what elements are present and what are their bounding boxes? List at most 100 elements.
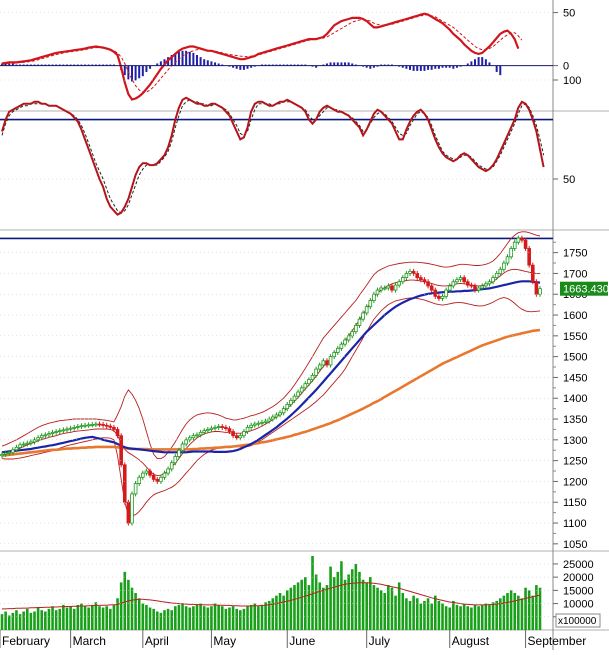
volume-bar [170,610,174,630]
candle-body [429,285,434,291]
volume-bar [116,598,119,630]
candle-body [296,391,300,397]
bollinger-lower-band [1,297,541,517]
volume-bar [40,610,44,630]
candle-body [72,426,77,429]
volume-bar [112,604,116,630]
candle-body [7,451,12,454]
volume-bar [397,582,401,630]
volume-bar [267,600,271,630]
candle-body [36,437,40,441]
candle-body [335,347,340,353]
volume-bar [235,608,238,630]
candle-body [289,399,293,405]
candle-body [206,429,210,432]
volume-bar [401,593,405,630]
volume-bar [249,604,253,630]
candle-body [307,379,311,385]
candle-body [104,424,109,427]
volume-bar [271,598,275,630]
volume-bar [217,604,220,630]
candle-body [216,426,221,428]
month-axis: February March April May June July August Septe… [0,630,586,648]
volume-bar [354,563,358,630]
volume-bar [51,606,54,630]
y-tick-label: 1450 [563,372,587,384]
volume-bar [159,612,163,630]
volume-bar [441,603,444,630]
volume-bar [4,611,7,630]
volume-bar [224,608,228,630]
candle-body [39,435,44,439]
volume-bar [18,614,22,630]
candle-body [137,476,142,484]
volume-bar [535,585,538,630]
candle-body [187,437,192,441]
y-tick-label: 50 [563,8,575,20]
candle-body [54,431,58,433]
candle-body [271,416,275,420]
volume-bar [455,604,459,630]
volume-bar [76,604,80,630]
candle-body [184,439,188,445]
y-tick-label: 1750 [563,248,587,260]
ma50-line [1,280,541,454]
month-label: June [289,634,315,648]
volume-bar [358,571,361,630]
rsi-line [1,96,545,216]
volume-bar [155,611,159,630]
last-price-value: 1663.430 [563,284,609,296]
volume-bar [480,604,484,630]
candle-body [198,431,203,436]
candle-body [321,360,326,366]
volume-bar [325,585,329,630]
volume-bar [318,582,322,630]
volume-bar [90,604,94,630]
candle-body [57,430,62,433]
candle-body [162,472,167,478]
volume-bar [206,607,210,630]
volume-bar [44,611,47,630]
volume-bar [33,611,36,630]
volume-bar [109,608,112,630]
rsi-signal-line [1,99,545,214]
candle-body [148,470,152,476]
candle-body [130,493,134,524]
candle-body [473,285,477,291]
candle-body [375,289,380,295]
candle-body [220,426,225,428]
volume-bars [0,556,542,630]
volume-bar [177,604,181,630]
volume-bar [58,608,62,630]
volume-bar [25,608,29,630]
y-tick-label: 20000 [563,572,594,584]
candle-body [249,424,253,428]
volume-bar [470,607,473,630]
y-tick-label: 1300 [563,435,587,447]
candle-body [166,468,170,474]
volume-multiplier-label: x100000 [558,616,597,627]
y-tick-label: 50 [563,174,575,186]
candle-body [144,470,149,474]
candle-body [151,474,156,480]
candle-body [267,418,271,422]
candle-body [328,356,333,366]
candle-body [238,435,243,439]
volume-bar [105,606,109,630]
volume-bar [365,582,368,630]
volume-bar [405,598,408,630]
candle-body [520,237,524,241]
candle-body [231,431,235,437]
candle-body [354,325,358,333]
volume-bar [278,593,282,630]
volume-ma-line [2,582,541,610]
volume-bar [69,606,72,630]
candle-body [126,501,131,524]
volume-bar [47,608,51,630]
candle-body [386,285,391,289]
volume-bar [257,606,260,630]
candle-body [65,428,69,431]
volume-bar [94,602,98,630]
volume-bar [213,603,217,630]
